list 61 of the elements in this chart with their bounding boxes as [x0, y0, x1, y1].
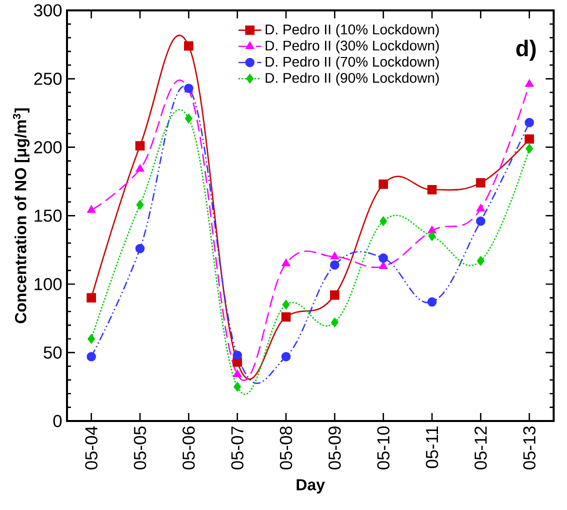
- point: [282, 300, 290, 310]
- point: [232, 350, 242, 360]
- point: [476, 178, 486, 188]
- y-tick-label: 250: [34, 72, 62, 85]
- y-tick-label: 150: [34, 210, 62, 222]
- legend-label: D. Pedro II (90% Lockdown): [266, 72, 439, 86]
- point: [135, 141, 145, 151]
- point: [135, 244, 145, 254]
- x-tick-label: 05-05: [134, 426, 146, 470]
- point: [427, 184, 437, 194]
- x-tick-label: 05-07: [231, 426, 244, 470]
- point: [476, 216, 486, 226]
- point: [378, 253, 388, 263]
- y-tick-label: 100: [34, 278, 62, 290]
- point: [524, 118, 534, 128]
- x-tick-label: 05-10: [377, 426, 390, 470]
- point: [525, 80, 534, 87]
- y-tick-label: 0: [53, 414, 62, 428]
- y-tick-label: 50: [44, 346, 62, 359]
- y-tick-label: 200: [34, 141, 62, 154]
- point: [330, 290, 340, 300]
- point: [136, 200, 144, 210]
- point: [380, 216, 388, 226]
- y-tick-label: 300: [34, 4, 62, 16]
- point: [330, 252, 339, 260]
- point: [233, 370, 242, 378]
- point: [379, 262, 388, 269]
- x-tick-label: 05-09: [328, 426, 341, 470]
- x-tick-label: 05-12: [474, 426, 487, 470]
- x-tick-label: 05-11: [426, 426, 438, 468]
- x-tick-label: 05-08: [280, 426, 292, 470]
- legend-label: D. Pedro II (10% Lockdown): [266, 24, 439, 38]
- x-tick-label: 05-13: [523, 426, 536, 470]
- point: [234, 382, 242, 392]
- point: [136, 164, 144, 172]
- point: [428, 226, 436, 234]
- point: [330, 260, 340, 270]
- point: [476, 204, 485, 212]
- point: [87, 206, 96, 213]
- point: [378, 180, 388, 189]
- y-axis-title: Concentration of NO [μg/m$^{3}$]: [12, 108, 30, 324]
- point: [185, 114, 192, 124]
- x-tick-label: 05-04: [85, 426, 98, 470]
- legend-label: D. Pedro II (70% Lockdown): [266, 56, 439, 70]
- point: [524, 134, 534, 144]
- point: [282, 258, 290, 266]
- point: [526, 144, 534, 154]
- point: [184, 41, 194, 51]
- point: [86, 293, 96, 302]
- annotation: d): [516, 40, 536, 61]
- x-axis-title: Day: [296, 479, 325, 494]
- point: [427, 297, 437, 307]
- point: [477, 256, 484, 266]
- point: [281, 312, 291, 322]
- legend-label: D. Pedro II (30% Lockdown): [266, 40, 439, 54]
- point: [281, 352, 291, 362]
- x-tick-label: 05-06: [182, 426, 195, 470]
- point: [428, 232, 436, 241]
- point: [88, 334, 95, 344]
- point: [331, 318, 338, 328]
- point: [86, 352, 96, 362]
